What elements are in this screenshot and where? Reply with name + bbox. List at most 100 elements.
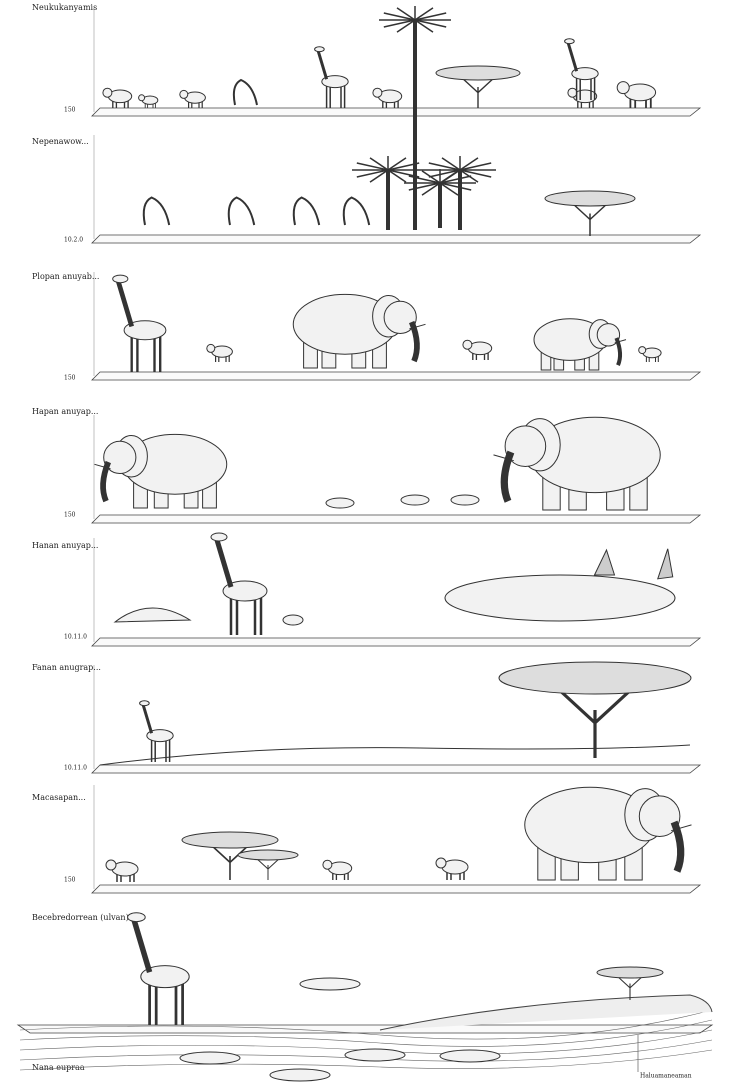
body [444,574,676,622]
elephant [292,293,426,369]
tusk [614,339,627,344]
giraffe [314,46,349,108]
rock [325,497,355,509]
tier-scale: 10.11.0 [64,634,87,641]
fish [439,1049,501,1063]
tree [237,849,299,880]
animal [322,859,353,880]
head [210,532,228,542]
frond [396,7,416,21]
trunk [553,684,637,758]
tier-scale: 150 [64,512,76,519]
neck [316,50,329,80]
tier-scale: 150 [64,375,76,382]
animal [567,87,598,108]
frond [414,19,447,28]
tusk [94,463,111,470]
elephant [94,433,228,509]
frond [421,182,441,196]
head [435,857,447,869]
frond [356,169,389,178]
neck [141,704,154,734]
body [123,320,167,341]
head [462,339,473,350]
head [102,87,113,98]
tier-scale: 10.2.0 [64,237,83,244]
head [638,346,647,355]
rock [400,494,430,506]
frond [428,169,461,178]
frond [459,162,492,171]
tusk [493,454,514,462]
neck [116,281,134,328]
head [127,912,146,923]
crown [596,966,664,979]
body [227,196,256,226]
tier-ground [91,514,702,524]
tier-ground [91,371,702,381]
body [439,1049,501,1063]
bird [232,78,258,106]
trunk [460,75,496,108]
river-bank [379,994,713,1031]
palm [379,6,451,230]
crown [435,65,521,81]
tier-scale: 10.11.0 [64,765,87,772]
tier-ground [91,764,702,774]
tier-scale: 150 [64,107,76,114]
frond [356,162,389,171]
trunk [615,974,645,1000]
frond [396,19,416,33]
head [596,323,621,347]
head [139,700,150,707]
tier-label: Neukukanyamis [32,3,97,12]
trunk [209,843,251,880]
palm [404,169,476,228]
tree [544,190,636,236]
body [269,1068,331,1082]
frond [387,169,420,178]
head [383,300,417,334]
frond [387,157,407,171]
frond [439,170,459,184]
body [571,67,599,81]
elephant [524,786,692,881]
head [564,38,575,45]
giraffe [210,532,268,635]
body [222,580,268,602]
rock [282,614,304,626]
body [146,729,174,743]
tier-ground [91,234,702,244]
bird [342,196,371,226]
frond [383,12,416,21]
tier-label: Fanan anugrap... [32,663,101,672]
head [103,440,137,474]
fin [593,548,674,580]
body [179,1051,241,1065]
bird [227,196,256,226]
frond [414,7,434,21]
trunk [614,337,623,366]
crown [181,831,279,849]
head [206,343,216,353]
crown [544,190,636,207]
fish [344,1048,406,1062]
neck [566,42,579,72]
body [344,1048,406,1062]
body [321,75,349,89]
giraffe [564,38,599,100]
fish [179,1051,241,1065]
tree [498,661,692,758]
animal [206,343,233,362]
tier-label: Becebredorrean (ulvan) [32,913,129,922]
water-line [19,1049,713,1071]
frond [441,157,461,171]
crown [498,661,692,695]
frond [414,19,434,33]
water-line [19,1009,713,1040]
tier-ground [16,1024,714,1034]
head [138,94,146,102]
frond [459,169,492,178]
trunk [500,450,515,503]
